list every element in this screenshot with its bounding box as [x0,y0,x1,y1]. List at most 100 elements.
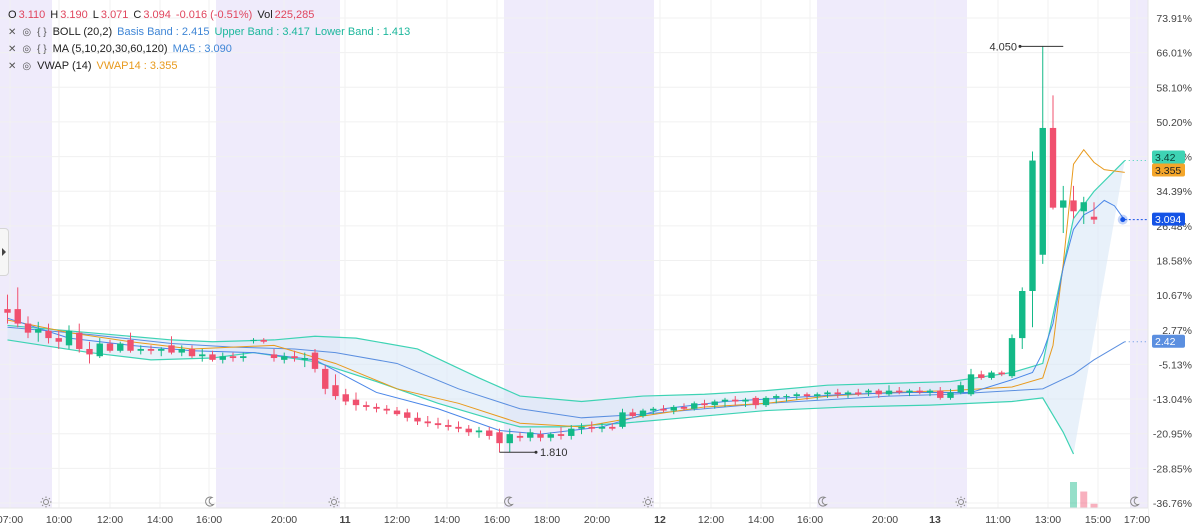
candle[interactable] [106,339,114,353]
collapse-handle[interactable] [0,228,9,276]
candle[interactable] [373,403,380,413]
candle[interactable] [650,406,657,415]
candle[interactable] [1019,287,1026,349]
candle[interactable] [834,388,841,398]
candle[interactable] [957,381,964,395]
candle[interactable] [629,408,636,418]
candle[interactable] [568,425,575,440]
candle[interactable] [332,374,339,400]
candle[interactable] [506,428,513,453]
candle[interactable] [978,370,985,380]
eye-icon[interactable]: ◎ [22,61,32,72]
candle[interactable] [158,347,165,357]
candle[interactable] [783,394,790,402]
candle[interactable] [824,390,831,398]
candle[interactable] [1029,151,1036,328]
candle[interactable] [209,350,216,362]
candle[interactable] [383,405,390,415]
candle[interactable] [742,397,749,407]
candle[interactable] [14,287,21,328]
candle[interactable] [178,345,185,357]
candle[interactable] [885,385,893,397]
close-icon[interactable]: ✕ [8,44,17,55]
candle[interactable] [434,417,442,429]
candle[interactable] [988,370,995,380]
candle[interactable] [578,423,585,435]
candle[interactable] [486,426,493,440]
candle[interactable] [311,348,319,373]
candle[interactable] [1039,46,1046,264]
candle[interactable] [916,387,923,395]
candle[interactable] [1008,334,1016,378]
close-icon[interactable]: ✕ [8,61,17,72]
candle[interactable] [147,345,155,355]
candle[interactable] [229,352,237,362]
candle[interactable] [117,341,124,353]
candle[interactable] [199,348,206,362]
candle[interactable] [732,396,739,406]
candle[interactable] [250,338,257,344]
candle[interactable] [588,421,595,433]
candle[interactable] [752,396,759,409]
candle[interactable] [281,352,288,364]
candle[interactable] [404,408,411,422]
candle[interactable] [424,415,431,427]
candle[interactable] [793,392,800,400]
candle[interactable] [937,387,944,400]
candle[interactable] [496,428,503,453]
candle[interactable] [947,388,954,400]
candle[interactable] [352,392,360,411]
candle[interactable] [137,345,144,355]
candle[interactable] [814,392,821,400]
candle[interactable] [701,399,708,409]
close-icon[interactable]: ✕ [8,27,17,38]
candle[interactable] [86,341,93,364]
candle[interactable] [24,316,32,339]
candle[interactable] [322,365,329,395]
candle[interactable] [65,325,73,349]
candle[interactable] [639,408,647,418]
candle[interactable] [76,323,83,353]
settings-braces-icon[interactable]: { } [37,27,47,38]
candle[interactable] [906,388,913,397]
candle[interactable] [711,399,718,409]
candle[interactable] [219,352,226,364]
candle[interactable] [855,388,862,397]
candle[interactable] [557,426,565,440]
candle[interactable] [455,421,462,433]
candle[interactable] [301,352,308,368]
candle[interactable] [1049,95,1057,210]
candle[interactable] [844,390,852,398]
candle[interactable] [527,428,534,442]
candle[interactable] [547,432,554,442]
candle[interactable] [45,323,52,344]
candle[interactable] [363,401,370,411]
candle[interactable] [393,406,401,416]
candle[interactable] [680,403,688,411]
candle[interactable] [342,388,349,406]
candle[interactable] [691,401,698,411]
candle[interactable] [1060,185,1067,234]
candle[interactable] [4,294,11,324]
candle[interactable] [598,423,606,433]
candle[interactable] [168,336,175,355]
candle[interactable] [127,332,134,353]
candle[interactable] [35,321,42,342]
candle[interactable] [660,405,667,413]
candle[interactable] [865,388,872,397]
candle[interactable] [270,348,278,362]
candle[interactable] [609,423,616,431]
candle[interactable] [967,368,975,397]
candle[interactable] [55,330,62,349]
candle[interactable] [926,388,934,397]
candle[interactable] [762,396,770,407]
candle[interactable] [875,388,882,398]
candle[interactable] [896,387,903,395]
candle[interactable] [773,394,780,404]
candle[interactable] [516,432,524,442]
candle[interactable] [803,392,811,400]
candle[interactable] [445,419,452,431]
candle[interactable] [670,405,677,415]
candle[interactable] [260,338,267,344]
